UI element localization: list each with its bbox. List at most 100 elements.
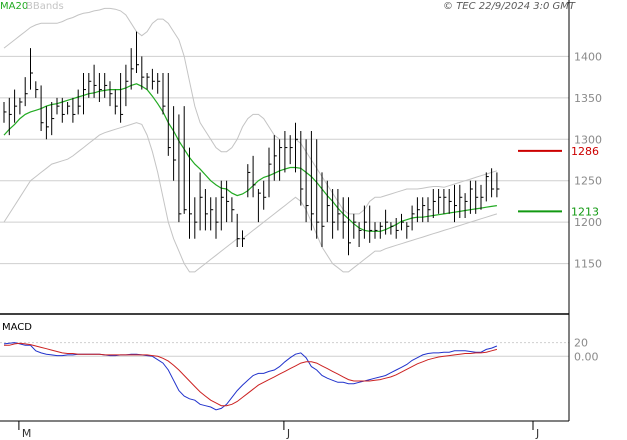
x-tick-label: J: [535, 427, 539, 440]
price-bar: [120, 73, 124, 123]
price-bar: [427, 197, 431, 223]
price-bar: [56, 97, 60, 115]
price-bar: [342, 197, 346, 239]
price-bar: [406, 222, 410, 239]
price-bar: [469, 180, 473, 214]
price-bar: [422, 197, 426, 223]
macd-y-tick-label: 20: [574, 337, 588, 350]
price-bar: [88, 73, 92, 98]
price-bar: [183, 106, 187, 214]
price-bar: [337, 189, 341, 231]
price-bar: [14, 89, 18, 123]
price-bar: [199, 172, 203, 231]
macd-y-tick-label: 0.00: [574, 350, 599, 363]
price-bar: [35, 81, 39, 98]
signal-line: [4, 342, 498, 407]
price-bar: [61, 97, 65, 123]
price-bar: [480, 184, 484, 210]
price-bar: [432, 189, 436, 218]
ma20-line: [3, 83, 497, 232]
bollinger-bands: [3, 7, 498, 273]
price-bar: [263, 180, 267, 210]
price-bar: [141, 56, 145, 90]
price-bar: [93, 64, 97, 98]
price-bar: [395, 218, 399, 239]
x-axis-ticks: MJJASO: [18, 421, 539, 440]
price-bars: [3, 31, 500, 256]
price-bar: [358, 222, 362, 247]
price-bar: [374, 222, 378, 239]
y-tick-label: 1200: [574, 216, 602, 229]
price-bar: [83, 73, 86, 115]
y-tick-label: 1150: [574, 258, 602, 271]
y-tick-label: 1350: [574, 92, 602, 105]
price-bar: [125, 64, 129, 107]
price-bar: [284, 131, 288, 173]
macd-title: MACD: [2, 322, 32, 333]
price-bar: [40, 85, 44, 131]
price-bar: [353, 213, 357, 239]
price-bar: [45, 106, 49, 140]
price-bar: [300, 131, 304, 206]
price-bar: [252, 155, 256, 198]
price-bar: [242, 230, 245, 247]
legend-ma20: MA20: [0, 1, 28, 12]
price-bar: [210, 197, 214, 231]
price-bar: [316, 139, 320, 239]
price-bar: [454, 184, 457, 223]
price-bar: [268, 147, 272, 198]
price-bar: [295, 122, 298, 173]
price-bar: [321, 172, 325, 247]
price-bar: [401, 213, 404, 231]
bband-upper-line: [3, 7, 498, 215]
price-bar: [310, 131, 314, 231]
price-bar: [443, 189, 447, 214]
price-bar: [151, 68, 155, 90]
price-levels: 1286 1213: [518, 145, 599, 218]
price-bar: [30, 48, 33, 90]
price-bar: [348, 197, 351, 256]
price-bar: [220, 180, 224, 231]
copyright-label: © TEC 22/9/2024 3:0 GMT: [443, 1, 576, 12]
price-bar: [72, 97, 76, 123]
price-bar: [464, 193, 468, 218]
price-bar: [178, 114, 182, 223]
price-bar: [8, 97, 12, 136]
price-bar: [231, 197, 235, 223]
price-bar: [189, 147, 192, 239]
price-bar: [289, 135, 293, 165]
price-bar: [379, 222, 383, 239]
price-bar: [363, 205, 367, 239]
macd-panel: [3, 342, 498, 411]
ma20-path: [3, 83, 497, 232]
price-bar: [475, 180, 479, 214]
price-bar: [77, 89, 81, 115]
resistance-level-label: 1286: [571, 145, 599, 158]
price-bar: [496, 172, 500, 198]
price-bar: [257, 189, 261, 223]
x-tick-label: J: [286, 427, 290, 440]
price-bar: [204, 189, 208, 231]
price-bar: [215, 197, 219, 239]
price-bar: [491, 168, 495, 198]
price-bar: [167, 73, 171, 156]
y-tick-label: 1250: [574, 175, 602, 188]
price-bar: [130, 48, 134, 90]
price-bar: [416, 197, 420, 223]
price-bar: [19, 97, 23, 115]
price-bar: [194, 197, 198, 239]
price-bar: [411, 205, 415, 231]
price-bar: [51, 102, 55, 136]
bband-lower-line: [3, 122, 498, 273]
price-bar: [236, 213, 240, 247]
price-bar: [3, 102, 7, 123]
price-bar: [146, 73, 150, 90]
price-bar: [173, 106, 177, 181]
price-bar: [136, 31, 139, 73]
price-bar: [114, 89, 118, 115]
price-bar: [438, 189, 442, 214]
price-bar: [157, 73, 161, 94]
price-bar: [448, 189, 452, 214]
